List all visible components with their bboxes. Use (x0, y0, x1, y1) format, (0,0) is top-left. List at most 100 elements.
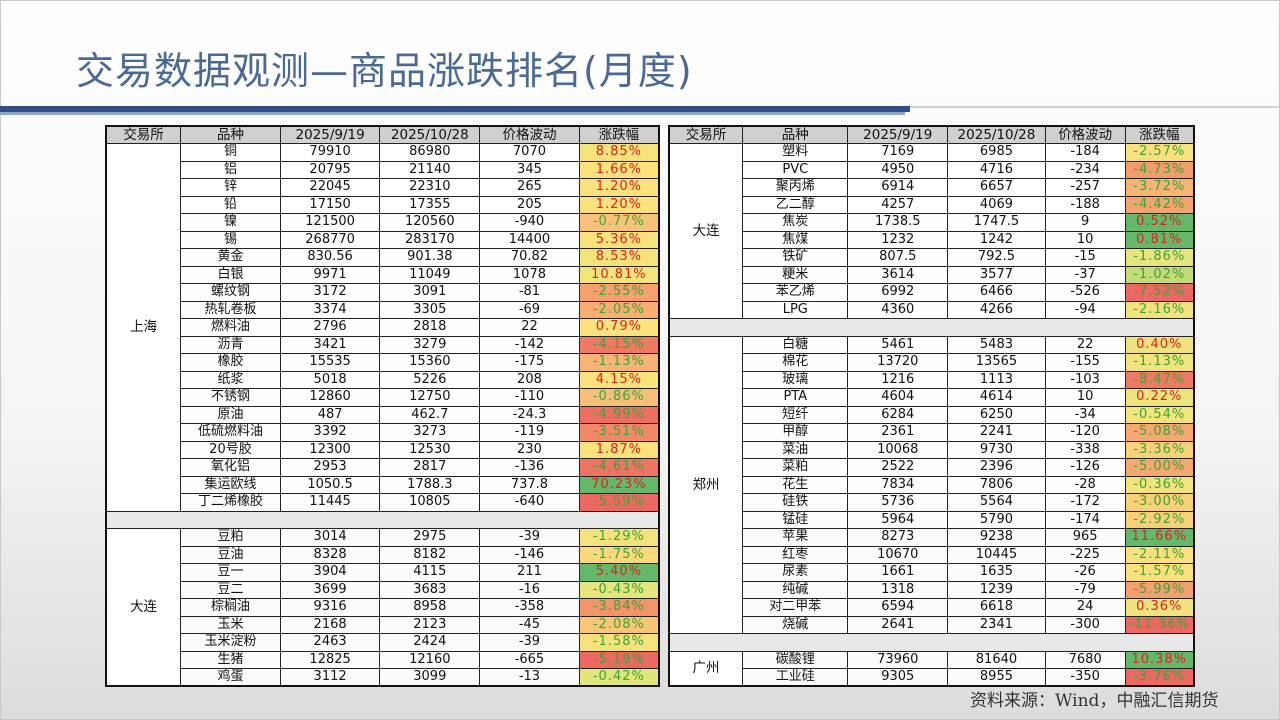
commodity-cell: 工业硅 (742, 668, 849, 687)
pct-change-cell: -1.75% (578, 545, 660, 564)
left-ranking-table: 交易所 品种 2025/9/19 2025/10/28 价格波动 涨跌幅 上海铜 79910 8… (105, 125, 660, 687)
pct-change-cell: -0.54% (1124, 405, 1195, 424)
price-start-cell: 2168 (279, 615, 381, 634)
price-change-cell: 345 (479, 160, 580, 179)
commodity-cell: 碳酸锂 (742, 650, 849, 669)
price-change-cell: -39 (479, 633, 580, 652)
table-row: 纯碱 1318 1239 -79 -5.99% (669, 580, 1195, 599)
price-end-cell: 5790 (947, 510, 1046, 529)
commodity-cell: 菜粕 (742, 458, 849, 477)
price-end-cell: 5564 (947, 493, 1046, 512)
commodity-cell: 豆粕 (180, 528, 281, 547)
price-end-cell: 3577 (947, 265, 1046, 284)
price-change-cell: -28 (1044, 475, 1126, 494)
price-end-cell: 2818 (379, 318, 481, 337)
price-end-cell: 4069 (947, 195, 1046, 214)
price-change-cell: 10 (1044, 230, 1126, 249)
column-header: 涨跌幅 (578, 125, 660, 144)
pct-change-cell: -2.57% (1124, 143, 1195, 162)
column-header: 2025/10/28 (379, 125, 481, 144)
price-start-cell: 13720 (847, 353, 949, 372)
pct-change-cell: -4.73% (1124, 160, 1195, 179)
price-start-cell: 3421 (279, 335, 381, 354)
price-end-cell: 2341 (947, 615, 1046, 634)
commodity-cell: 铝 (180, 160, 281, 179)
price-end-cell: 462.7 (379, 405, 481, 424)
price-end-cell: 12750 (379, 388, 481, 407)
price-start-cell: 4360 (847, 300, 949, 319)
price-start-cell: 11445 (279, 493, 381, 512)
table-row: 锰硅 5964 5790 -174 -2.92% (669, 510, 1195, 529)
table-row: 原油 487 462.7 -24.3 -4.99% (106, 405, 660, 424)
commodity-cell: 沥青 (180, 335, 281, 354)
price-change-cell: -103 (1044, 370, 1126, 389)
right-ranking-table: 交易所 品种 2025/9/19 2025/10/28 价格波动 涨跌幅 大连 塑料 7169 6… (668, 125, 1195, 687)
pct-change-cell: -3.72% (1124, 178, 1195, 197)
group-separator (668, 633, 1195, 652)
exchange-cell: 郑州 (668, 335, 744, 634)
table-row: 热轧卷板 3374 3305 -69 -2.05% (106, 300, 660, 319)
price-change-cell: -24.3 (479, 405, 580, 424)
price-end-cell: 3683 (379, 580, 481, 599)
price-start-cell: 6284 (847, 405, 949, 424)
price-start-cell: 2522 (847, 458, 949, 477)
price-start-cell: 121500 (279, 213, 381, 232)
price-start-cell: 73960 (847, 650, 949, 669)
table-row: 玉米 2168 2123 -45 -2.08% (106, 615, 660, 634)
table-row: 橡胶 15535 15360 -175 -1.13% (106, 353, 660, 372)
commodity-cell: LPG (742, 300, 849, 319)
price-start-cell: 1738.5 (847, 213, 949, 232)
price-change-cell: -358 (479, 598, 580, 617)
price-change-cell: -174 (1044, 510, 1126, 529)
commodity-cell: 粳米 (742, 265, 849, 284)
price-start-cell: 7169 (847, 143, 949, 162)
pct-change-cell: -1.29% (578, 528, 660, 547)
table-row: 对二甲苯 6594 6618 24 0.36% (669, 598, 1195, 617)
price-end-cell: 2123 (379, 615, 481, 634)
table-row: 乙二醇 4257 4069 -188 -4.42% (669, 195, 1195, 214)
price-change-cell: -155 (1044, 353, 1126, 372)
price-start-cell: 15535 (279, 353, 381, 372)
table-row: 硅铁 5736 5564 -172 -3.00% (669, 493, 1195, 512)
price-change-cell: -119 (479, 423, 580, 442)
price-start-cell: 1661 (847, 563, 949, 582)
table-row: 锌 22045 22310 265 1.20% (106, 178, 660, 197)
commodity-cell: 燃料油 (180, 318, 281, 337)
price-start-cell: 22045 (279, 178, 381, 197)
commodity-cell: 白银 (180, 265, 281, 284)
pct-change-cell: -5.59% (578, 493, 660, 512)
table-row: 焦煤 1232 1242 10 0.81% (669, 230, 1195, 249)
price-end-cell: 10805 (379, 493, 481, 512)
table-row: 纸浆 5018 5226 208 4.15% (106, 370, 660, 389)
commodity-cell: 苹果 (742, 528, 849, 547)
price-change-cell: -16 (479, 580, 580, 599)
commodity-cell: 纯碱 (742, 580, 849, 599)
pct-change-cell: -3.00% (1124, 493, 1195, 512)
commodity-cell: 甲醇 (742, 423, 849, 442)
price-end-cell: 8958 (379, 598, 481, 617)
pct-change-cell: -3.84% (578, 598, 660, 617)
price-change-cell: -34 (1044, 405, 1126, 424)
price-change-cell: -225 (1044, 545, 1126, 564)
group-separator (668, 318, 1195, 337)
price-end-cell: 15360 (379, 353, 481, 372)
table-row: 铅 17150 17355 205 1.20% (106, 195, 660, 214)
price-end-cell: 6250 (947, 405, 1046, 424)
price-start-cell: 4950 (847, 160, 949, 179)
price-change-cell: 7070 (479, 143, 580, 162)
price-change-cell: 9 (1044, 213, 1126, 232)
price-start-cell: 20795 (279, 160, 381, 179)
price-start-cell: 79910 (279, 143, 381, 162)
commodity-cell: 聚丙烯 (742, 178, 849, 197)
table-row: 铝 20795 21140 345 1.66% (106, 160, 660, 179)
price-start-cell: 3392 (279, 423, 381, 442)
pct-change-cell: 0.52% (1124, 213, 1195, 232)
header-row: 交易所 品种 2025/9/19 2025/10/28 价格波动 涨跌幅 (105, 125, 660, 144)
table-row: 红枣 10670 10445 -225 -2.11% (669, 545, 1195, 564)
column-header: 2025/9/19 (847, 125, 949, 144)
price-start-cell: 9305 (847, 668, 949, 687)
column-header: 涨跌幅 (1124, 125, 1195, 144)
column-header: 2025/9/19 (279, 125, 381, 144)
price-end-cell: 10445 (947, 545, 1046, 564)
price-end-cell: 17355 (379, 195, 481, 214)
